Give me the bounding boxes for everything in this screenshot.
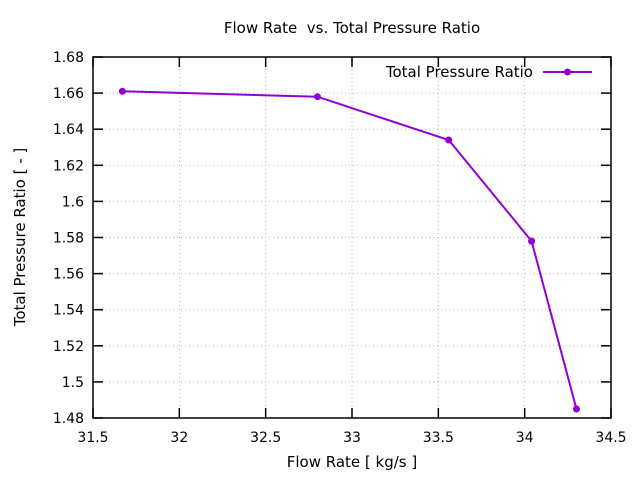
x-tick-label: 32.5 <box>250 430 281 446</box>
legend-label: Total Pressure Ratio <box>385 63 533 81</box>
y-tick-label: 1.6 <box>62 194 84 210</box>
x-tick-label: 34.5 <box>595 430 626 446</box>
y-tick-label: 1.54 <box>53 303 84 319</box>
data-point <box>313 93 321 101</box>
y-tick-label: 1.62 <box>53 158 84 174</box>
series-line <box>122 90 578 410</box>
y-tick-label: 1.68 <box>53 50 84 66</box>
x-tick-label: 33.5 <box>423 430 454 446</box>
y-tick-label: 1.56 <box>53 267 84 283</box>
x-tick-label: 33 <box>343 430 361 446</box>
x-tick-label: 32 <box>170 430 188 446</box>
data-point <box>528 237 536 245</box>
y-tick-label: 1.64 <box>53 122 84 138</box>
y-tick-label: 1.66 <box>53 86 84 102</box>
data-point <box>572 405 580 413</box>
y-tick-label: 1.5 <box>62 375 84 391</box>
data-point <box>118 87 126 95</box>
x-tick-label: 34 <box>516 430 534 446</box>
legend-marker <box>564 68 571 76</box>
y-tick-label: 1.48 <box>53 411 84 427</box>
plot-border <box>92 56 612 419</box>
x-tick-label: 31.5 <box>77 430 108 446</box>
x-axis-label: Flow Rate [ kg/s ] <box>286 453 418 471</box>
chart-title: Flow Rate vs. Total Pressure Ratio <box>223 19 481 37</box>
data-point <box>445 136 453 144</box>
y-tick-label: 1.52 <box>53 339 84 355</box>
y-tick-label: 1.58 <box>53 231 84 247</box>
